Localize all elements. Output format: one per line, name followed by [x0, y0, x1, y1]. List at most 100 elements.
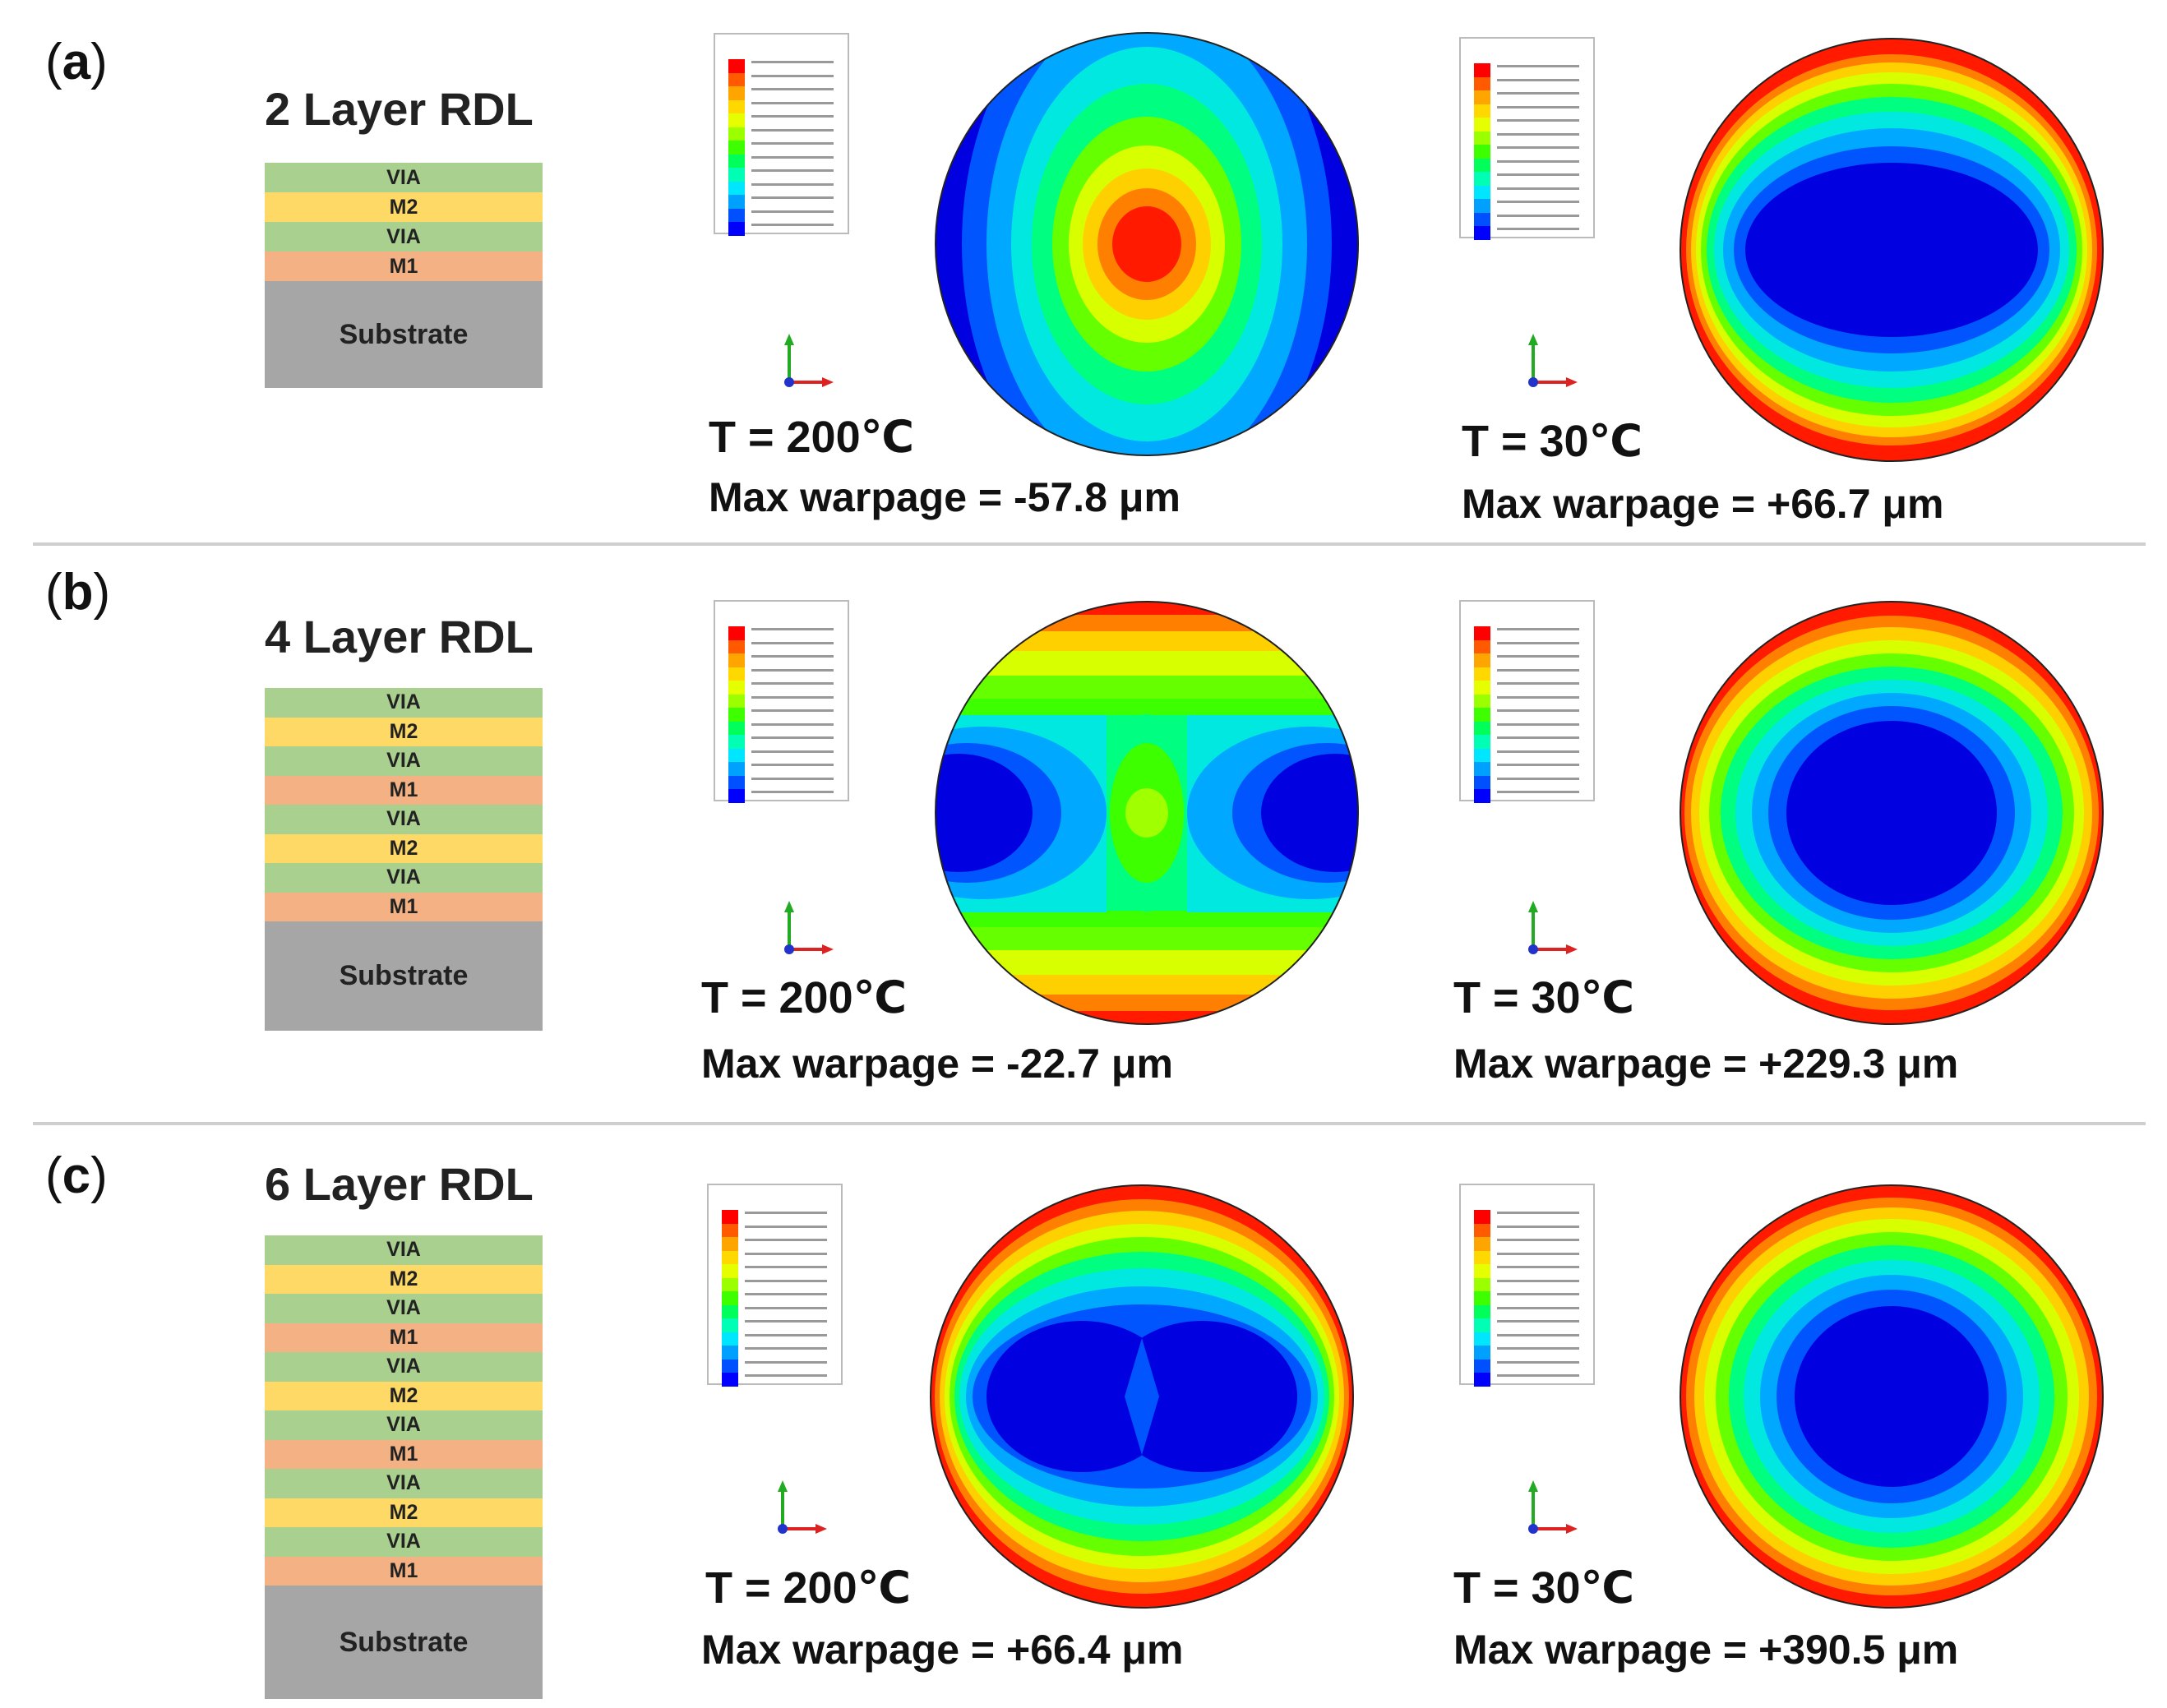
legend-swatch — [728, 667, 745, 681]
legend-tick-label — [1497, 1212, 1579, 1214]
layer-via: VIA — [265, 746, 543, 776]
legend-tick-label — [1497, 682, 1579, 685]
warpage-contour-30c — [1680, 601, 2104, 1025]
panel-divider — [33, 542, 2146, 546]
legend-tick-label — [1497, 655, 1579, 658]
layer-m1: M1 — [265, 1439, 543, 1469]
legend-tick-label — [751, 736, 834, 739]
legend-swatch — [722, 1359, 738, 1373]
legend-tick-label — [745, 1320, 827, 1323]
legend-tick-label — [1497, 777, 1579, 780]
legend-swatch — [1474, 1223, 1490, 1237]
layer-via: VIA — [265, 1410, 543, 1440]
legend-swatch — [1474, 1264, 1490, 1278]
legend-tick-label — [745, 1374, 827, 1377]
layer-m2: M2 — [265, 717, 543, 746]
legend-swatch — [1474, 1359, 1490, 1373]
legend-tick-label — [751, 74, 834, 77]
legend-tick-label — [1497, 1306, 1579, 1309]
legend-swatch — [728, 708, 745, 722]
legend-tick-label — [751, 101, 834, 104]
legend-tick-label — [1497, 764, 1579, 766]
temperature-label: T = 200℃ — [705, 1563, 912, 1613]
legend-tick-label — [1497, 201, 1579, 203]
legend-tick-label — [745, 1293, 827, 1295]
legend-tick-label — [1497, 1239, 1579, 1241]
layer-m1: M1 — [265, 775, 543, 805]
legend-swatch — [1474, 172, 1490, 186]
legend-tick-label — [751, 224, 834, 226]
legend-swatch — [728, 208, 745, 222]
legend-swatch — [1474, 721, 1490, 735]
legend-tick-label — [1497, 1293, 1579, 1295]
legend-tick-label — [1497, 628, 1579, 630]
legend-tick-label — [751, 695, 834, 699]
legend-tick-label — [745, 1225, 827, 1228]
layer-substrate: Substrate — [265, 281, 543, 388]
layer-via: VIA — [265, 1235, 543, 1265]
legend-tick-label — [751, 668, 834, 672]
legend-swatch — [1474, 708, 1490, 722]
legend-tick-label — [1497, 78, 1579, 81]
legend-swatch — [728, 181, 745, 195]
panel-a: (a) 2 Layer RDL VIA M2 VIA M1 Substrate — [0, 0, 2167, 534]
legend-swatch — [728, 639, 745, 653]
temperature-label: T = 30℃ — [1453, 973, 1634, 1022]
legend-swatch — [728, 681, 745, 695]
legend-swatch — [1474, 226, 1490, 240]
legend-tick-label — [1497, 736, 1579, 739]
legend-swatch — [1474, 626, 1490, 640]
legend-tick-label — [751, 641, 834, 644]
legend-swatch — [728, 653, 745, 667]
layer-via: VIA — [265, 1352, 543, 1382]
legend-swatch — [728, 168, 745, 182]
legend-swatch — [728, 59, 745, 73]
max-warpage-label: Max warpage = -22.7 μm — [701, 1041, 1173, 1087]
legend-swatch — [722, 1304, 738, 1318]
panel-b: (b) 4 Layer RDL VIA M2 VIA M1 VIA M2 VIA… — [45, 564, 2104, 1087]
legend-tick-label — [745, 1333, 827, 1336]
legend-swatch — [728, 127, 745, 141]
legend-tick-label — [745, 1306, 827, 1309]
stack-title: 2 Layer RDL — [265, 83, 534, 135]
legend-swatch — [1474, 76, 1490, 90]
axis-triad-icon — [1528, 901, 1578, 954]
legend-swatch — [722, 1223, 738, 1237]
legend-tick-label — [1497, 1347, 1579, 1350]
legend-swatch — [728, 762, 745, 776]
layer-via: VIA — [265, 863, 543, 893]
legend-tick-label — [1497, 791, 1579, 793]
temperature-label: T = 200℃ — [709, 413, 915, 462]
layer-via: VIA — [265, 1527, 543, 1557]
warpage-contour-200c — [930, 1184, 1354, 1609]
warpage-contour-30c — [1680, 1184, 2104, 1609]
layer-via: VIA — [265, 222, 543, 252]
legend-tick-label — [1497, 709, 1579, 712]
axis-triad-icon — [778, 1480, 827, 1534]
legend-swatch — [1474, 1237, 1490, 1251]
legend-swatch — [722, 1332, 738, 1346]
legend-swatch — [722, 1264, 738, 1278]
legend-swatch — [728, 721, 745, 735]
contour-legend — [714, 33, 849, 236]
legend-tick-label — [1497, 92, 1579, 95]
warpage-contour-200c — [935, 32, 1359, 456]
legend-swatch — [728, 626, 745, 640]
legend-tick-label — [1497, 1333, 1579, 1336]
layer-m1: M1 — [265, 1323, 543, 1352]
legend-swatch — [728, 99, 745, 113]
axis-triad-icon — [784, 901, 834, 954]
legend-tick-label — [751, 155, 834, 159]
legend-tick-label — [1497, 105, 1579, 108]
panel-label: (a) — [45, 34, 108, 90]
legend-swatch — [1474, 1318, 1490, 1332]
legend-tick-label — [1497, 750, 1579, 753]
legend-tick-label — [751, 142, 834, 145]
legend-tick-label — [1497, 1320, 1579, 1323]
legend-swatch — [728, 86, 745, 100]
contour-legend — [714, 600, 849, 803]
legend-swatch — [722, 1346, 738, 1359]
legend-tick-label — [751, 791, 834, 793]
layer-stack: VIA M2 VIA M1 Substrate — [265, 163, 543, 388]
